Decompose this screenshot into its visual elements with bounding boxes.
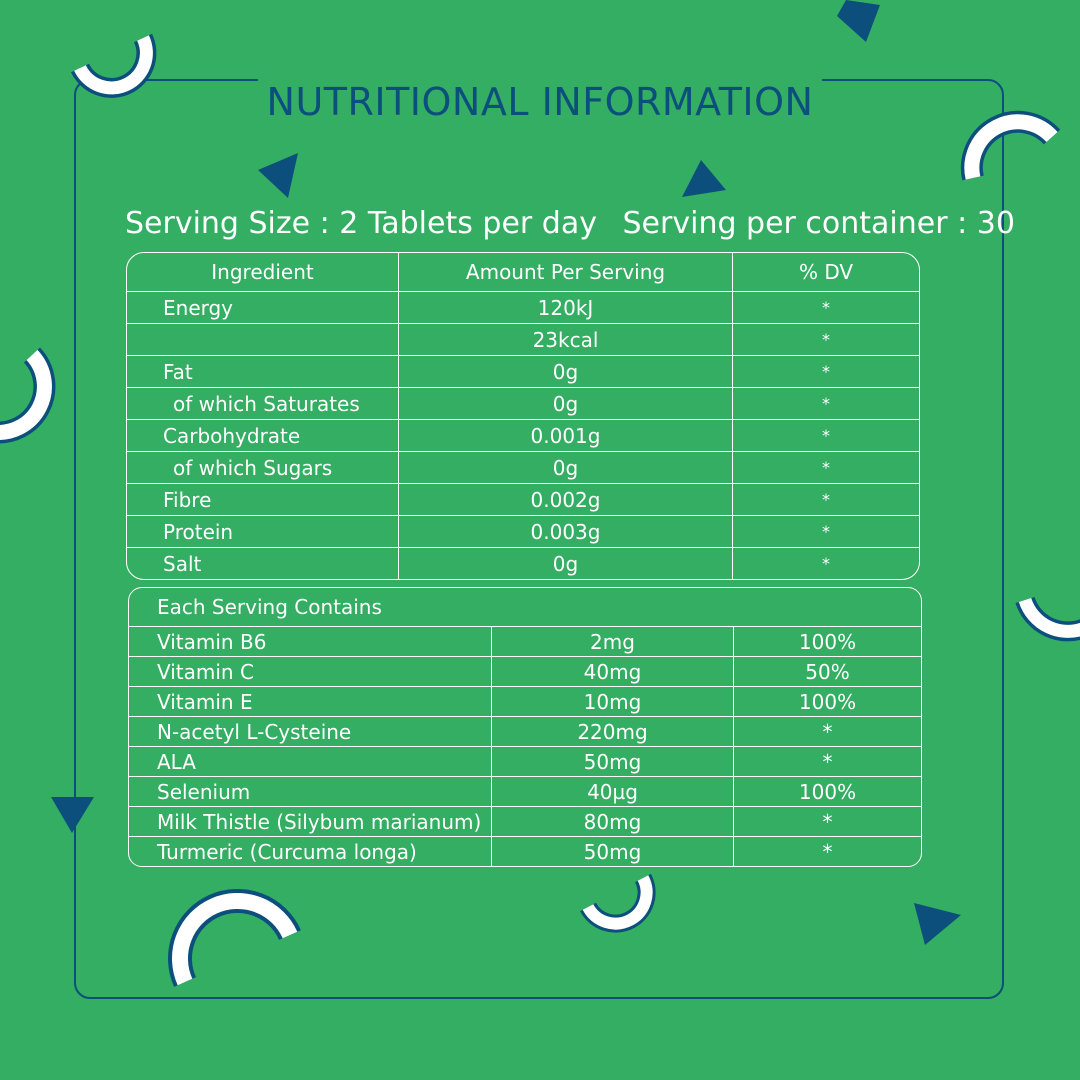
ingredient-amount: 0.001g <box>399 420 733 452</box>
arc-shape <box>0 347 56 444</box>
ingredient-amount: 0.002g <box>399 484 733 516</box>
ingredient-name: of which Sugars <box>127 452 399 484</box>
nutrient-name: Vitamin E <box>129 687 492 717</box>
nutrient-amount: 2mg <box>492 627 734 657</box>
column-header: % DV <box>733 253 919 292</box>
title-background <box>258 50 822 110</box>
nutrient-dv: * <box>734 747 922 777</box>
nutrient-amount: 50mg <box>492 747 734 777</box>
ingredient-name: Protein <box>127 516 399 548</box>
ingredient-amount: 0g <box>399 388 733 420</box>
nutrient-name: Selenium <box>129 777 492 807</box>
ingredient-name: Salt <box>127 548 399 579</box>
table-row: Fibre 0.002g * <box>127 484 919 516</box>
table-row: Milk Thistle (Silybum marianum) 80mg * <box>129 807 922 837</box>
ingredient-name: Fat <box>127 356 399 388</box>
nutrient-dv: 100% <box>734 687 922 717</box>
triangle-shape <box>837 0 880 42</box>
ingredient-amount: 120kJ <box>399 292 733 324</box>
nutrient-amount: 220mg <box>492 717 734 747</box>
ingredient-dv: * <box>733 516 919 548</box>
servings-per-container: Serving per container : 30 <box>622 206 1015 241</box>
table-row: Vitamin B6 2mg 100% <box>129 627 922 657</box>
nutrient-name: N-acetyl L-Cysteine <box>129 717 492 747</box>
ingredient-dv: * <box>733 356 919 388</box>
page-title: NUTRITIONAL INFORMATION <box>266 80 814 125</box>
ingredient-amount: 23kcal <box>399 324 733 356</box>
table-header-row: Ingredient Amount Per Serving % DV <box>127 253 919 292</box>
table-row: Vitamin E 10mg 100% <box>129 687 922 717</box>
arc-shape <box>1015 596 1080 642</box>
nutrient-name: ALA <box>129 747 492 777</box>
nutrition-table: Ingredient Amount Per Serving % DV Energ… <box>126 252 920 580</box>
ingredient-name: Fibre <box>127 484 399 516</box>
ingredient-dv: * <box>733 452 919 484</box>
nutrient-dv: * <box>734 717 922 747</box>
table-row: ALA 50mg * <box>129 747 922 777</box>
table-row: Energy 120kJ * <box>127 292 919 324</box>
ingredient-dv: * <box>822 554 830 573</box>
ingredient-dv: * <box>733 324 919 356</box>
table-row: of which Saturates 0g * <box>127 388 919 420</box>
column-header: Ingredient <box>127 253 399 292</box>
ingredient-name: Energy <box>127 292 399 324</box>
nutrient-name: Turmeric (Curcuma longa) <box>129 837 492 866</box>
nutrient-dv: 100% <box>734 627 922 657</box>
nutrient-dv: * <box>822 839 833 864</box>
ingredient-amount: 0g <box>399 548 733 579</box>
nutrient-dv: 100% <box>734 777 922 807</box>
nutrient-name: Milk Thistle (Silybum marianum) <box>129 807 492 837</box>
table-heading: Each Serving Contains <box>129 588 922 627</box>
table-row: 23kcal * <box>127 324 919 356</box>
ingredient-dv: * <box>733 484 919 516</box>
ingredient-amount: 0g <box>399 356 733 388</box>
table-row: Salt 0g * <box>127 548 919 579</box>
ingredient-dv: * <box>733 388 919 420</box>
table-row: Selenium 40µg 100% <box>129 777 922 807</box>
serving-contents-table: Each Serving Contains Vitamin B6 2mg 100… <box>128 587 923 867</box>
table-row: of which Sugars 0g * <box>127 452 919 484</box>
ingredient-dv: * <box>733 292 919 324</box>
nutrient-dv: 50% <box>734 657 922 687</box>
serving-info: Serving Size : 2 Tablets per day Serving… <box>125 203 1015 245</box>
ingredient-dv: * <box>733 420 919 452</box>
table-row: N-acetyl L-Cysteine 220mg * <box>129 717 922 747</box>
nutrient-amount: 40µg <box>492 777 734 807</box>
nutrient-amount: 40mg <box>492 657 734 687</box>
nutrient-dv: * <box>734 807 922 837</box>
table-row: Vitamin C 40mg 50% <box>129 657 922 687</box>
nutrient-amount: 50mg <box>492 837 734 866</box>
ingredient-amount: 0.003g <box>399 516 733 548</box>
table-row: Fat 0g * <box>127 356 919 388</box>
ingredient-name: Carbohydrate <box>127 420 399 452</box>
table-row: Carbohydrate 0.001g * <box>127 420 919 452</box>
table-row: Protein 0.003g * <box>127 516 919 548</box>
nutrient-name: Vitamin B6 <box>129 627 492 657</box>
table-heading-row: Each Serving Contains <box>129 588 922 627</box>
nutrient-name: Vitamin C <box>129 657 492 687</box>
ingredient-name <box>127 324 399 356</box>
ingredient-name: of which Saturates <box>127 388 399 420</box>
nutrient-amount: 10mg <box>492 687 734 717</box>
column-header: Amount Per Serving <box>399 253 733 292</box>
table-row: Turmeric (Curcuma longa) 50mg * <box>129 837 921 866</box>
nutrient-amount: 80mg <box>492 807 734 837</box>
serving-size: Serving Size : 2 Tablets per day <box>125 206 597 241</box>
ingredient-amount: 0g <box>399 452 733 484</box>
